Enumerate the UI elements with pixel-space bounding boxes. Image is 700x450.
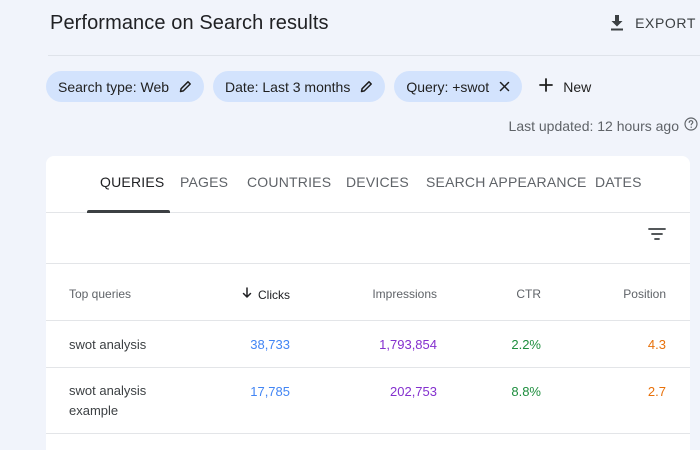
chip-query[interactable]: Query: +swot <box>394 71 523 102</box>
arrow-down-icon <box>242 287 252 302</box>
table-toolbar <box>46 213 690 264</box>
plus-icon <box>539 78 554 95</box>
tab-pages[interactable]: PAGES <box>180 174 229 190</box>
active-tab-indicator <box>87 210 170 213</box>
clicks-cell: 17,785 <box>250 384 290 399</box>
results-card: QUERIES PAGES COUNTRIES DEVICES SEARCH A… <box>46 156 690 450</box>
help-icon[interactable] <box>684 117 698 134</box>
filter-bar: Search type: Web Date: Last 3 months Que… <box>46 71 591 102</box>
chip-label: Search type: Web <box>58 78 170 95</box>
tab-bar: QUERIES PAGES COUNTRIES DEVICES SEARCH A… <box>46 156 690 213</box>
table-row[interactable]: swot analysis example 17,785 202,753 8.8… <box>46 368 690 434</box>
table-header: Top queries Clicks Impressions CTR Posit… <box>46 264 690 321</box>
tab-queries[interactable]: QUERIES <box>100 174 165 190</box>
table-row[interactable]: swot analysis 38,733 1,793,854 2.2% 4.3 <box>46 321 690 368</box>
chip-label: Date: Last 3 months <box>225 78 351 95</box>
column-header-clicks-label: Clicks <box>258 287 290 302</box>
chip-label: Query: +swot <box>406 78 490 95</box>
header-divider <box>48 55 700 56</box>
header: Performance on Search results EXPORT <box>0 0 700 55</box>
page-title: Performance on Search results <box>50 12 329 34</box>
tab-dates[interactable]: DATES <box>595 174 642 190</box>
tab-countries[interactable]: COUNTRIES <box>247 174 332 190</box>
filter-icon[interactable] <box>648 227 666 246</box>
query-cell: swot analysis example <box>69 383 147 418</box>
tab-search-appearance[interactable]: SEARCH APPEARANCE <box>426 174 587 190</box>
chip-search-type[interactable]: Search type: Web <box>46 71 205 102</box>
query-cell: swot analysis <box>69 337 147 352</box>
export-button[interactable]: EXPORT <box>609 10 696 36</box>
clicks-cell: 38,733 <box>250 337 290 352</box>
chip-date[interactable]: Date: Last 3 months <box>213 71 386 102</box>
tab-devices[interactable]: DEVICES <box>346 174 409 190</box>
pencil-icon[interactable] <box>360 80 373 93</box>
ctr-cell: 8.8% <box>511 384 541 399</box>
column-header-clicks[interactable]: Clicks <box>242 287 290 302</box>
download-icon <box>609 14 625 32</box>
pencil-icon[interactable] <box>179 80 192 93</box>
ctr-cell: 2.2% <box>511 337 541 352</box>
last-updated-text: Last updated: 12 hours ago <box>508 117 679 134</box>
new-filter-button[interactable]: New <box>539 78 591 95</box>
new-label: New <box>563 78 592 95</box>
close-icon[interactable] <box>499 81 510 92</box>
column-header-position[interactable]: Position <box>623 287 666 301</box>
position-cell: 4.3 <box>647 337 666 352</box>
impressions-cell: 1,793,854 <box>379 337 437 352</box>
position-cell: 2.7 <box>647 384 666 399</box>
export-label: EXPORT <box>635 15 696 31</box>
column-header-ctr[interactable]: CTR <box>516 287 541 301</box>
column-header-impressions[interactable]: Impressions <box>372 287 437 301</box>
column-header-query[interactable]: Top queries <box>69 287 132 301</box>
impressions-cell: 202,753 <box>390 384 437 399</box>
last-updated: Last updated: 12 hours ago <box>509 117 698 134</box>
